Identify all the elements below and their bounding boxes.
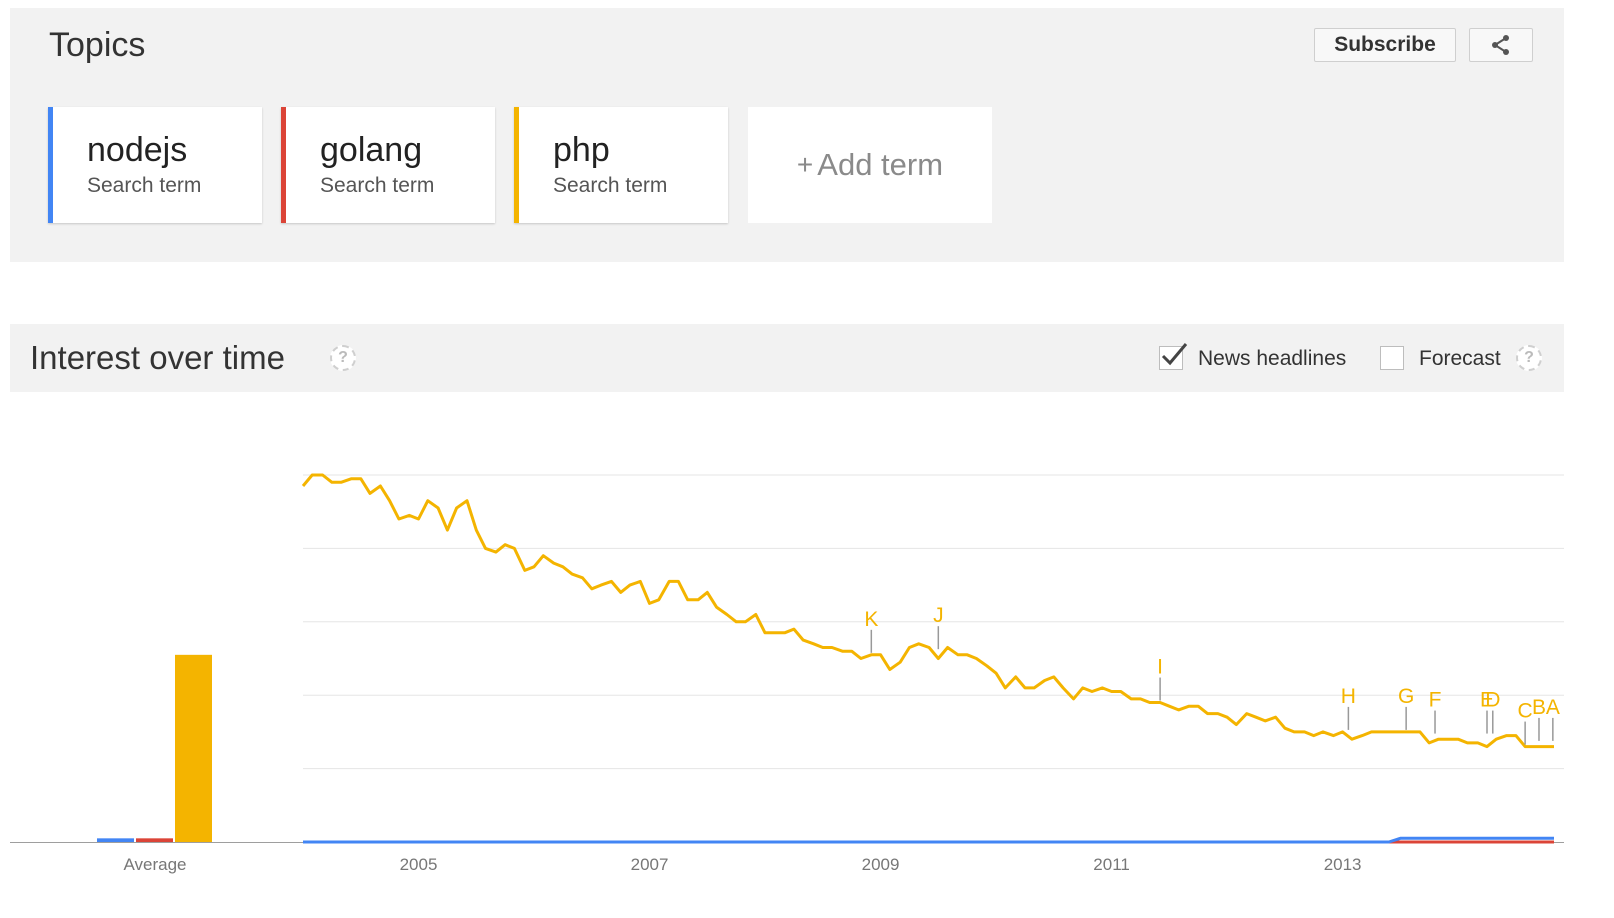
interest-chart: Average 2005 2007 2009 2011 2013 K J I H G F ED C B A — [10, 473, 1564, 874]
x-tick-label: 2011 — [1093, 855, 1130, 874]
average-bar-nodejs — [97, 838, 134, 842]
term-subtitle: Search term — [320, 174, 435, 197]
add-term-button[interactable]: + Add term — [748, 107, 992, 223]
forecast-label[interactable]: Forecast — [1419, 347, 1501, 370]
term-name: golang — [320, 131, 423, 169]
term-color-bar — [48, 107, 53, 223]
annotation-label-H: H — [1341, 685, 1356, 708]
checkmark-icon — [1161, 343, 1188, 366]
term-card-php[interactable]: php Search term — [514, 107, 728, 223]
term-subtitle: Search term — [87, 174, 202, 197]
topics-title: Topics — [49, 26, 146, 64]
forecast-checkbox[interactable] — [1380, 346, 1404, 370]
annotation-label-I: I — [1157, 656, 1163, 679]
average-bar-php — [175, 654, 212, 842]
topics-panel: Topics Subscribe nodejs Search term gola… — [10, 8, 1564, 262]
help-icon[interactable]: ? — [330, 345, 356, 371]
annotation-label-G: G — [1398, 685, 1414, 708]
add-term-label: Add term — [817, 147, 944, 182]
term-card-nodejs[interactable]: nodejs Search term — [48, 107, 262, 223]
annotation-label-A: A — [1546, 696, 1560, 719]
term-subtitle: Search term — [553, 174, 668, 197]
plus-icon: + — [796, 149, 814, 180]
news-headlines-checkbox[interactable] — [1159, 343, 1188, 370]
subscribe-button[interactable]: Subscribe — [1314, 28, 1456, 62]
x-tick-label: 2007 — [631, 855, 669, 874]
help-icon[interactable]: ? — [1516, 345, 1542, 371]
term-color-bar — [514, 107, 519, 223]
interest-header: Interest over time ? News headlines Fore… — [10, 324, 1564, 392]
x-tick-label: 2009 — [862, 855, 900, 874]
x-tick-label: 2013 — [1324, 855, 1362, 874]
term-name: php — [553, 131, 610, 169]
annotation-label-D: D — [1485, 689, 1500, 712]
average-bar-golang — [136, 838, 173, 842]
x-tick-label: 2005 — [400, 855, 438, 874]
annotation-label-F: F — [1429, 689, 1442, 712]
annotation-label-B: B — [1532, 696, 1546, 719]
term-color-bar — [281, 107, 286, 223]
term-name: nodejs — [87, 131, 188, 169]
annotation-label-K: K — [864, 608, 878, 631]
annotation-label-J: J — [933, 604, 944, 627]
share-button[interactable] — [1469, 28, 1533, 62]
average-label: Average — [123, 855, 186, 874]
term-card-golang[interactable]: golang Search term — [281, 107, 495, 223]
share-icon — [1492, 35, 1509, 55]
series-line-nodejs — [303, 836, 1554, 844]
series-line-php — [301, 473, 1554, 749]
annotation-label-C: C — [1518, 700, 1533, 723]
interest-title: Interest over time — [30, 339, 285, 376]
annotation-label-E: E — [1480, 689, 1494, 712]
news-headlines-label[interactable]: News headlines — [1198, 347, 1347, 370]
